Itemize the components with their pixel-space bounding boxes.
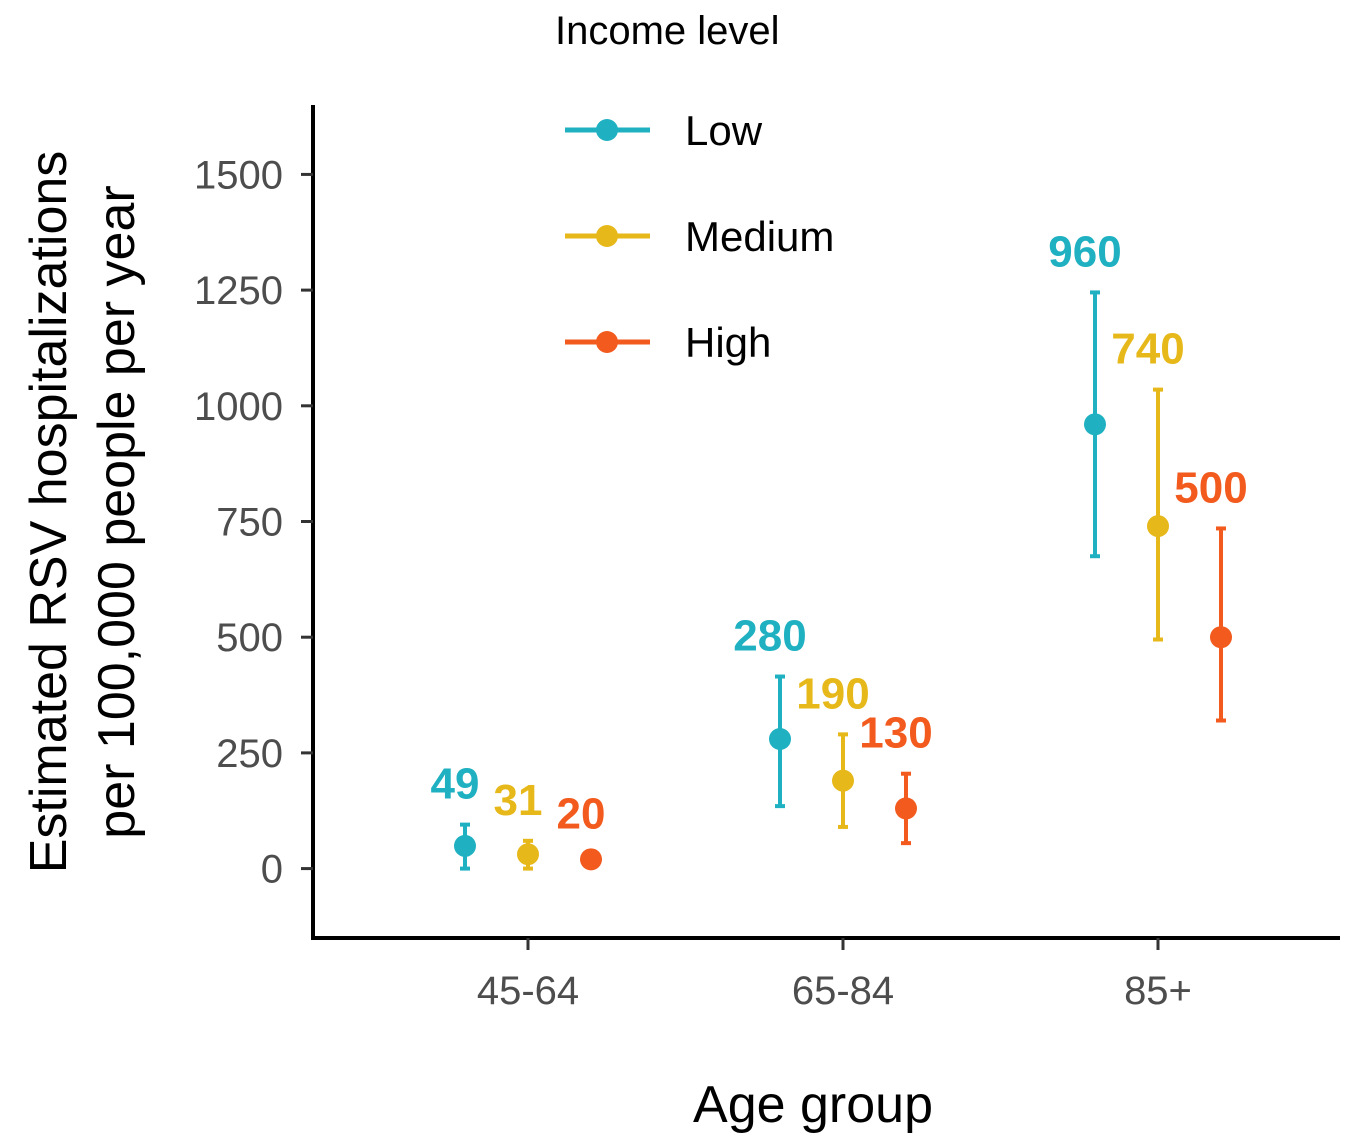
data-label: 500 [1174, 463, 1247, 512]
data-point [454, 834, 476, 857]
data-label: 740 [1111, 325, 1184, 374]
y-tick-label: 0 [261, 848, 283, 892]
data-label: 20 [557, 790, 606, 839]
y-tick-label: 1500 [194, 153, 283, 197]
data-label: 960 [1048, 227, 1121, 276]
data-label: 49 [431, 760, 480, 809]
x-axis-title: Age group [693, 1076, 933, 1134]
legend: Income level Low Medium High [555, 9, 834, 366]
data-point [580, 848, 602, 871]
legend-title: Income level [555, 9, 780, 53]
data-label: 280 [733, 612, 806, 661]
data-point [769, 728, 791, 751]
legend-key-point [596, 119, 618, 141]
data-point [517, 843, 539, 866]
data-point [1210, 626, 1232, 649]
y-tick-label: 1000 [194, 385, 283, 429]
y-axis-title: Estimated RSV hospitalizations per 100,0… [20, 151, 146, 874]
data-point [832, 769, 854, 792]
legend-key-point [596, 331, 618, 353]
legend-label: Medium [685, 213, 834, 260]
data-label: 31 [494, 776, 543, 825]
x-tick-label: 85+ [1124, 969, 1192, 1013]
data-label: 130 [859, 709, 932, 758]
y-axis-title-line-2: per 100,000 people per year [88, 185, 146, 838]
legend-key-point [596, 225, 618, 247]
y-axis-title-line-1: Estimated RSV hospitalizations [20, 151, 78, 874]
x-tick-label: 65-84 [792, 969, 894, 1013]
y-tick-label: 500 [216, 616, 283, 660]
y-tick-label: 1250 [194, 269, 283, 313]
y-tick-label: 250 [216, 732, 283, 776]
axes: 0 250 500 750 1000 1250 1500 45-64 65-84 85+ [194, 105, 1340, 1013]
data-point [1084, 413, 1106, 436]
legend-label: High [685, 319, 771, 366]
data-label: 190 [796, 669, 869, 718]
data-point [895, 797, 917, 820]
data-marks: 49 280 960 31 190 740 20 130 500 [431, 227, 1248, 871]
legend-label: Low [685, 107, 763, 154]
data-point [1147, 515, 1169, 538]
x-tick-label: 45-64 [477, 969, 579, 1013]
y-tick-label: 750 [216, 501, 283, 545]
